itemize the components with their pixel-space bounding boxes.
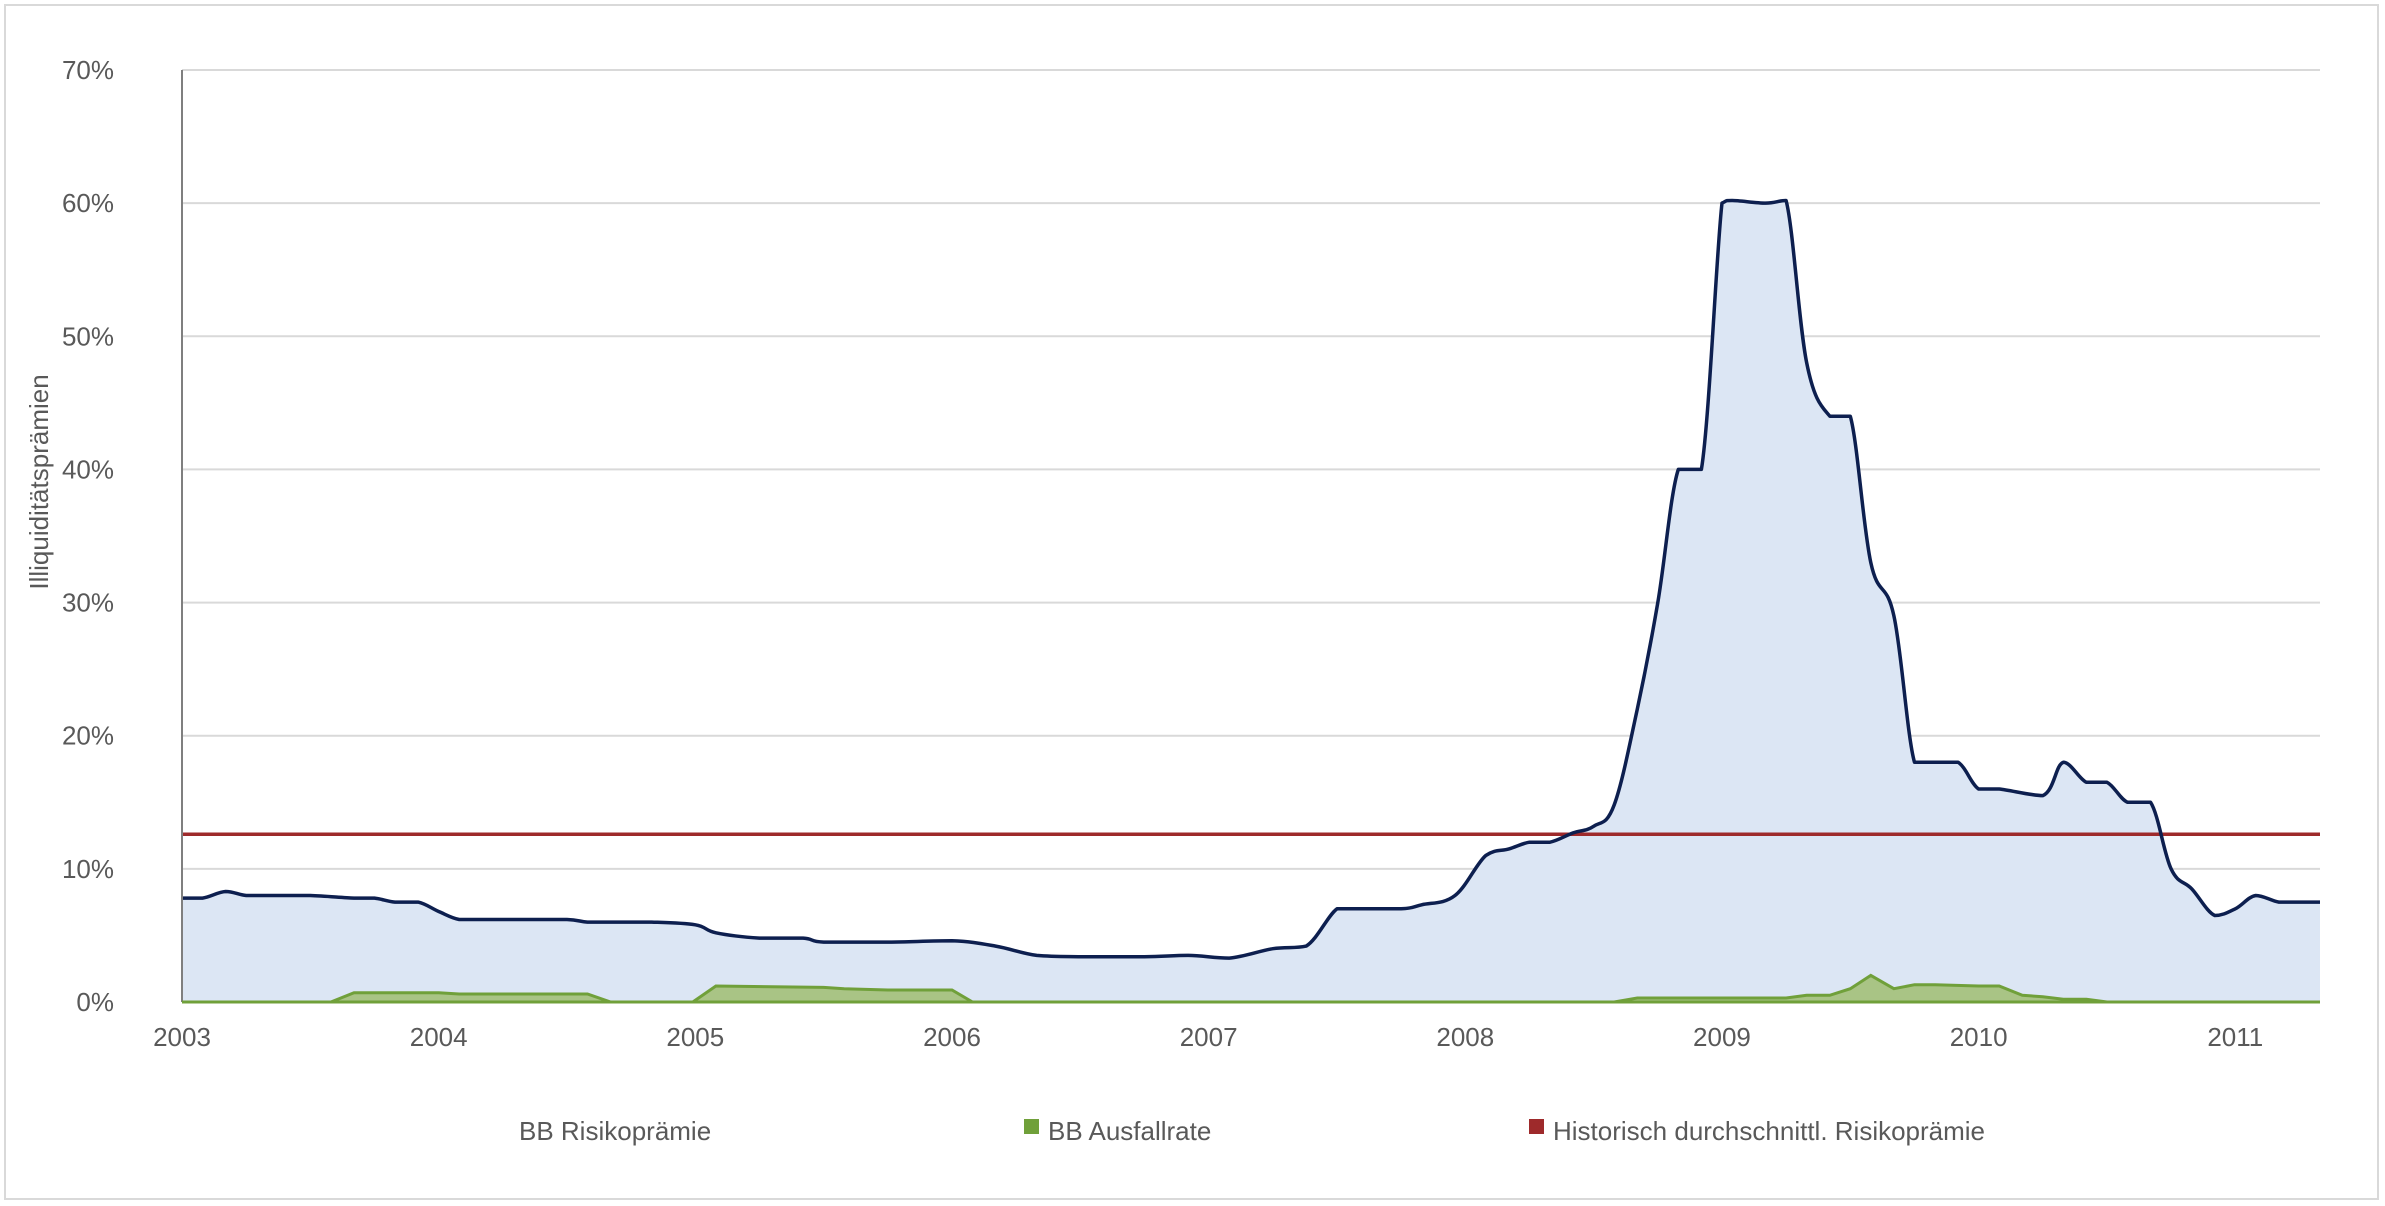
x-tick-label: 2003 (153, 1022, 211, 1052)
x-tick-label: 2009 (1693, 1022, 1751, 1052)
legend-item-default-rate: BB Ausfallrate (1024, 1116, 1211, 1146)
y-tick-label: 20% (62, 721, 114, 751)
y-tick-label: 50% (62, 321, 114, 351)
y-tick-label: 30% (62, 588, 114, 618)
y-tick-labels: 0% 10% 20% 30% 40% 50% 60% 70% (62, 55, 114, 1017)
x-tick-label: 2005 (666, 1022, 724, 1052)
legend-item-historical: Historisch durchschnittl. Risikoprämie (1529, 1116, 1985, 1146)
legend: BB Risikoprämie BB Ausfallrate Historisc… (519, 1116, 1985, 1146)
grid-lines (182, 70, 2320, 869)
x-tick-label: 2011 (2207, 1022, 2263, 1052)
legend-label-risk-premium: BB Risikoprämie (519, 1116, 711, 1146)
x-tick-label: 2007 (1180, 1022, 1238, 1052)
legend-label-historical: Historisch durchschnittl. Risikoprämie (1553, 1116, 1985, 1146)
risk-premium-area (182, 201, 2320, 1003)
x-tick-labels: 2003 2004 2005 2006 2007 2008 2009 2010 2011 (153, 1022, 2263, 1052)
x-tick-label: 2006 (923, 1022, 981, 1052)
legend-swatch-default-rate (1024, 1119, 1039, 1134)
y-tick-label: 0% (76, 987, 114, 1017)
area-layer (182, 201, 2320, 1003)
y-tick-label: 70% (62, 55, 114, 85)
chart-frame: 0% 10% 20% 30% 40% 50% 60% 70% 2003 2004 2005 2006… (4, 4, 2379, 1200)
legend-label-default-rate: BB Ausfallrate (1048, 1116, 1211, 1146)
x-tick-label: 2010 (1950, 1022, 2008, 1052)
y-tick-label: 40% (62, 454, 114, 484)
y-axis-title: Illiquiditätsprämien (24, 374, 54, 589)
chart-svg: 0% 10% 20% 30% 40% 50% 60% 70% 2003 2004 2005 2006… (6, 6, 2377, 1198)
legend-swatch-historical (1529, 1119, 1544, 1134)
x-tick-label: 2004 (410, 1022, 468, 1052)
y-tick-label: 10% (62, 854, 114, 884)
x-tick-label: 2008 (1436, 1022, 1494, 1052)
legend-item-risk-premium: BB Risikoprämie (519, 1116, 711, 1146)
y-tick-label: 60% (62, 188, 114, 218)
